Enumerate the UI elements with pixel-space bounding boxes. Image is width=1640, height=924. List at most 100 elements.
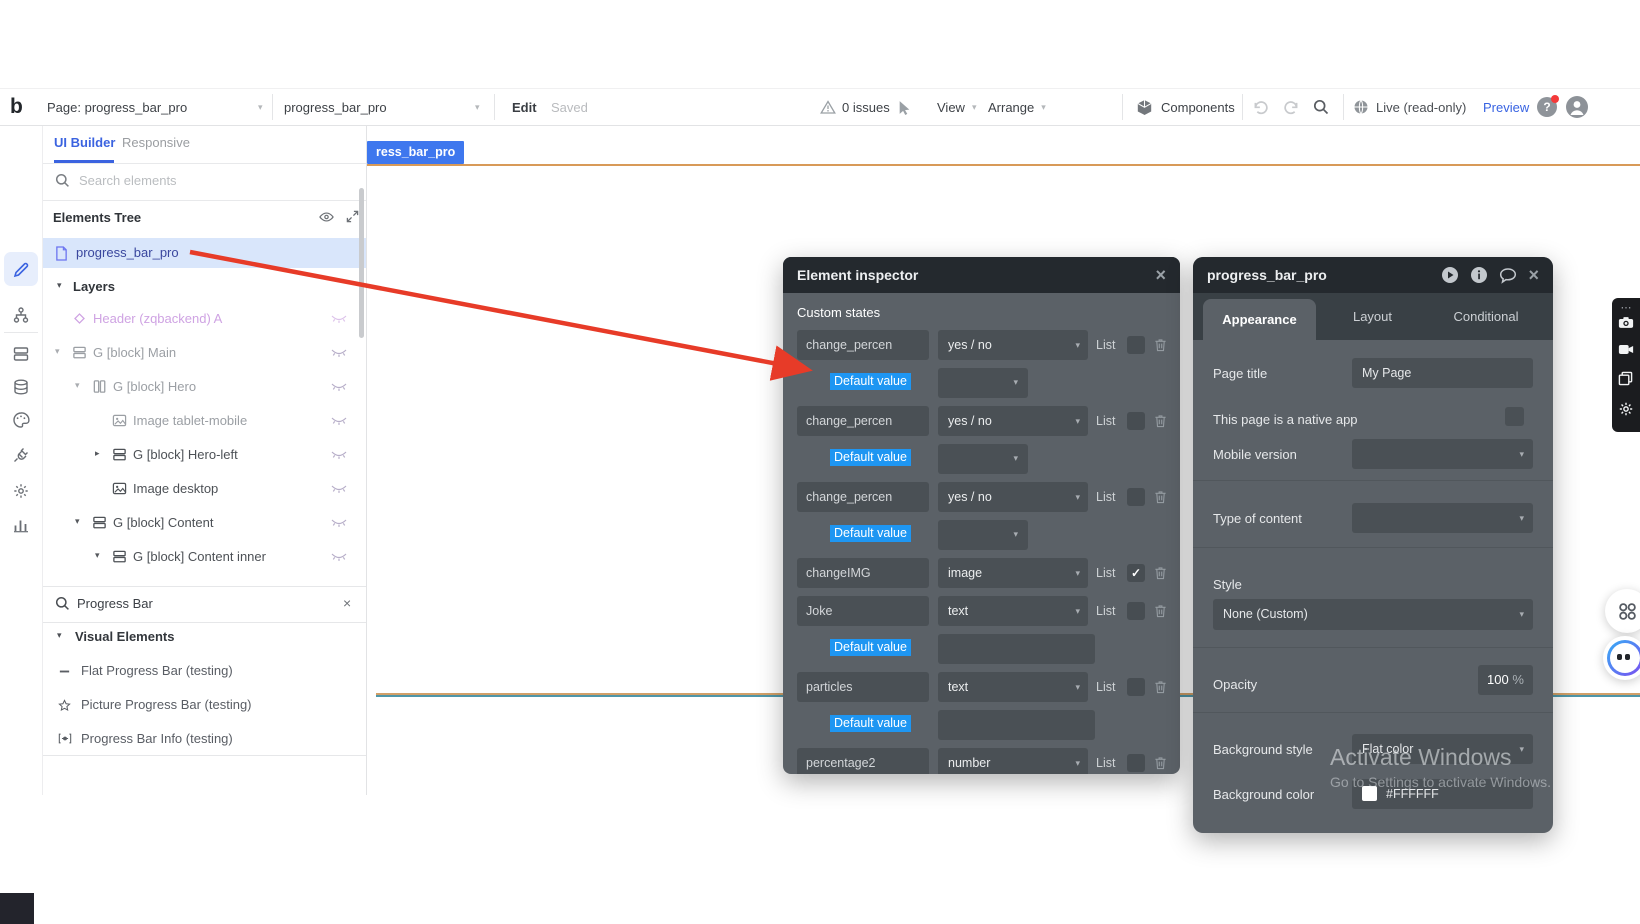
picker-result-item[interactable]: Picture Progress Bar (testing): [43, 691, 366, 725]
hidden-eyelash-icon[interactable]: [331, 382, 347, 392]
background-style-dropdown[interactable]: Flat color ▾: [1352, 734, 1533, 764]
settings-gear-icon[interactable]: [12, 482, 30, 500]
hidden-eyelash-icon[interactable]: [331, 484, 347, 494]
chevron-right-icon[interactable]: ▸: [95, 448, 100, 458]
list-checkbox[interactable]: [1127, 754, 1145, 772]
tree-item[interactable]: ▾ G [block] Main: [43, 336, 366, 370]
default-value-label[interactable]: Default value: [830, 639, 911, 656]
default-value-dropdown[interactable]: ▾: [938, 444, 1028, 474]
state-type-dropdown[interactable]: yes / no ▾: [938, 330, 1088, 360]
tab-layout[interactable]: Layout: [1352, 309, 1393, 324]
state-name-input[interactable]: change_percen: [797, 330, 929, 360]
bubble-logo[interactable]: b: [10, 95, 23, 118]
page-selector-dropdown[interactable]: Page: progress_bar_pro: [47, 99, 188, 115]
default-value-input[interactable]: [938, 710, 1095, 740]
close-icon[interactable]: ×: [1155, 265, 1166, 285]
state-name-input[interactable]: change_percen: [797, 482, 929, 512]
hidden-eyelash-icon[interactable]: [331, 416, 347, 426]
trash-icon[interactable]: [1154, 566, 1167, 580]
trash-icon[interactable]: [1154, 490, 1167, 504]
drag-handle-icon[interactable]: ⋯: [1620, 302, 1632, 314]
tree-item[interactable]: ▾ G [block] Content inner: [43, 540, 366, 574]
arrange-menu[interactable]: Arrange ▾: [988, 99, 1046, 115]
default-value-label[interactable]: Default value: [830, 449, 911, 466]
search-icon[interactable]: [1313, 89, 1329, 125]
edit-mode-button[interactable]: Edit: [512, 99, 537, 115]
info-icon[interactable]: [1470, 266, 1488, 284]
camera-icon[interactable]: [1618, 316, 1634, 329]
list-checkbox-checked[interactable]: ✓: [1127, 564, 1145, 582]
plugins-icon[interactable]: [12, 446, 30, 464]
state-type-dropdown[interactable]: text ▾: [938, 596, 1088, 626]
state-type-dropdown[interactable]: yes / no ▾: [938, 482, 1088, 512]
state-type-dropdown[interactable]: text ▾: [938, 672, 1088, 702]
list-checkbox[interactable]: [1127, 412, 1145, 430]
page-title-input[interactable]: My Page: [1352, 358, 1533, 388]
default-value-label[interactable]: Default value: [830, 525, 911, 542]
comment-icon[interactable]: [1499, 267, 1517, 284]
picker-result-item[interactable]: Progress Bar Info (testing): [43, 725, 366, 759]
trash-icon[interactable]: [1154, 338, 1167, 352]
pages-icon[interactable]: [12, 345, 30, 363]
help-button[interactable]: ?: [1537, 89, 1559, 125]
list-checkbox[interactable]: [1127, 678, 1145, 696]
chevron-down-icon[interactable]: ▾: [95, 550, 100, 560]
element-inspector-header[interactable]: Element inspector ×: [783, 257, 1180, 293]
visibility-eye-icon[interactable]: [319, 211, 334, 223]
trash-icon[interactable]: [1154, 414, 1167, 428]
picker-result-item[interactable]: Flat Progress Bar (testing): [43, 657, 366, 691]
search-elements-field[interactable]: Search elements: [43, 163, 366, 201]
default-value-label[interactable]: Default value: [830, 715, 911, 732]
state-name-input[interactable]: percentage2: [797, 748, 929, 774]
trash-icon[interactable]: [1154, 680, 1167, 694]
chevron-down-icon[interactable]: ▾: [75, 516, 80, 526]
state-name-input[interactable]: change_percen: [797, 406, 929, 436]
workflow-icon[interactable]: [12, 306, 30, 324]
picker-section-visual-elements[interactable]: ▾ Visual Elements: [43, 624, 366, 652]
assistant-bot-button[interactable]: [1603, 636, 1640, 680]
tree-item[interactable]: ▾ G [block] Hero: [43, 370, 366, 404]
state-name-input[interactable]: Joke: [797, 596, 929, 626]
page-editor-header[interactable]: progress_bar_pro ×: [1193, 257, 1553, 293]
mobile-version-dropdown[interactable]: ▾: [1352, 439, 1533, 469]
pencil-icon[interactable]: [12, 261, 30, 279]
style-dropdown[interactable]: None (Custom) ▾: [1213, 599, 1533, 630]
tab-conditional[interactable]: Conditional: [1453, 309, 1519, 324]
state-name-input[interactable]: changeIMG: [797, 558, 929, 588]
close-icon[interactable]: ×: [1528, 265, 1539, 285]
default-value-label[interactable]: Default value: [830, 373, 911, 390]
cursor-tool-icon[interactable]: [898, 89, 911, 125]
type-of-content-dropdown[interactable]: ▾: [1352, 503, 1533, 533]
tab-ui-builder[interactable]: UI Builder: [54, 135, 116, 150]
tree-item-page-selected[interactable]: progress_bar_pro: [43, 238, 366, 268]
native-app-checkbox[interactable]: [1505, 407, 1524, 426]
state-type-dropdown[interactable]: yes / no ▾: [938, 406, 1088, 436]
opacity-input[interactable]: 100 %: [1478, 665, 1533, 695]
live-version-menu[interactable]: Live (read-only): [1353, 89, 1466, 125]
copy-pages-icon[interactable]: [1618, 371, 1633, 386]
chevron-down-icon[interactable]: ▾: [475, 101, 480, 112]
state-type-dropdown[interactable]: image ▾: [938, 558, 1088, 588]
default-value-dropdown[interactable]: ▾: [938, 520, 1028, 550]
tree-item[interactable]: Image tablet-mobile: [43, 404, 366, 438]
preview-button[interactable]: Preview: [1483, 99, 1530, 115]
hidden-eyelash-icon[interactable]: [331, 348, 347, 358]
page-label-chip[interactable]: ress_bar_pro: [367, 141, 465, 164]
chevron-down-icon[interactable]: ▾: [258, 101, 263, 112]
scrollbar-thumb[interactable]: [359, 188, 364, 338]
list-checkbox[interactable]: [1127, 336, 1145, 354]
undo-icon[interactable]: [1252, 89, 1269, 125]
tree-item[interactable]: ▸ G [block] Hero-left: [43, 438, 366, 472]
video-record-icon[interactable]: [1618, 344, 1634, 355]
play-icon[interactable]: [1441, 266, 1459, 284]
tab-appearance[interactable]: Appearance: [1203, 299, 1316, 340]
view-menu[interactable]: View ▾: [937, 99, 977, 115]
database-icon[interactable]: [12, 378, 30, 396]
tree-item[interactable]: ▾ G [block] Content: [43, 506, 366, 540]
chevron-down-icon[interactable]: ▾: [55, 346, 60, 356]
state-type-dropdown[interactable]: number ▾: [938, 748, 1088, 774]
trash-icon[interactable]: [1154, 756, 1167, 770]
element-picker-search[interactable]: Progress Bar ×: [43, 586, 366, 623]
hidden-eyelash-icon[interactable]: [331, 552, 347, 562]
redo-icon[interactable]: [1283, 89, 1300, 125]
